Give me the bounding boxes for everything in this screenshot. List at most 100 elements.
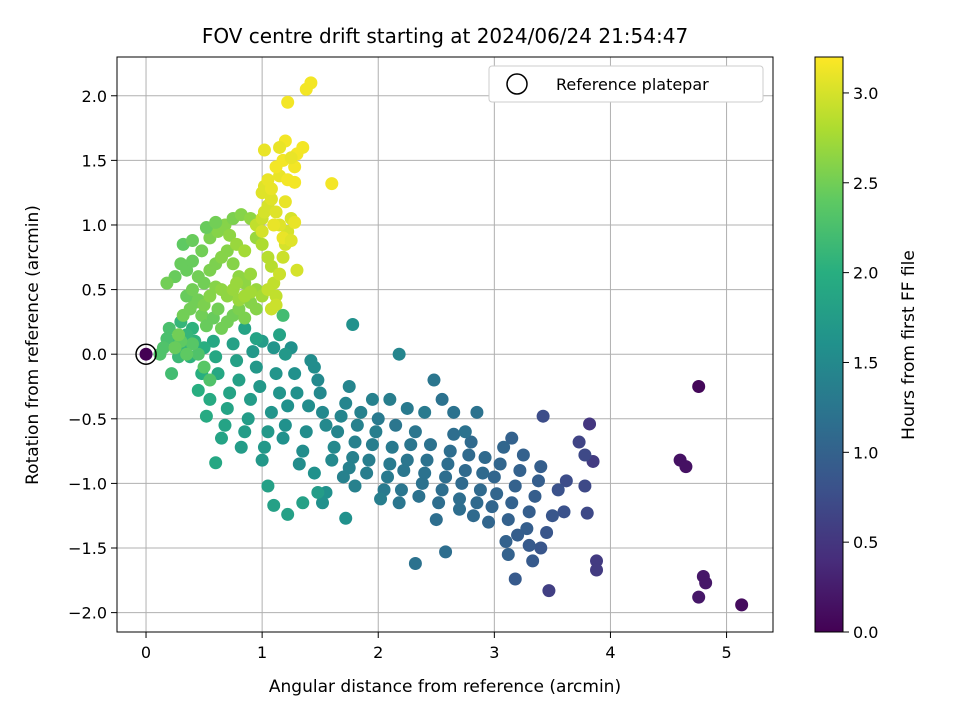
- scatter-point: [276, 308, 290, 322]
- y-axis-ticks: −2.0 −1.5 −1.0 −0.5 0.0 0.5 1.0 1.5 2.0: [68, 87, 117, 623]
- scatter-point: [296, 140, 310, 154]
- scatter-point: [232, 373, 246, 387]
- y-tick-label: −1.0: [68, 474, 107, 493]
- scatter-point: [191, 347, 205, 361]
- scatter-point: [185, 233, 199, 247]
- scatter-point: [522, 538, 536, 552]
- scatter-point: [185, 254, 199, 268]
- plot-area: [116, 56, 774, 633]
- scatter-point: [249, 360, 263, 374]
- scatter-point: [466, 509, 480, 523]
- scatter-point: [269, 367, 283, 381]
- scatter-point: [191, 383, 205, 397]
- scatter-point: [257, 440, 271, 454]
- y-axis-label: Rotation from reference (arcmin): [23, 205, 43, 485]
- scatter-point: [238, 321, 252, 335]
- scatter-point: [735, 598, 749, 612]
- chart-title: FOV centre drift starting at 2024/06/24 …: [202, 24, 688, 48]
- scatter-point: [160, 276, 174, 290]
- scatter-point: [278, 418, 292, 432]
- scatter-point: [269, 289, 283, 303]
- x-axis-label: Angular distance from reference (arcmin): [269, 677, 621, 697]
- scatter-point: [264, 259, 278, 273]
- colorbar-ticks: 0.0 0.5 1.0 1.5 2.0 2.5 3.0: [843, 84, 878, 642]
- scatter-point: [508, 479, 522, 493]
- scatter-point: [206, 334, 220, 348]
- colorbar-tick-label: 1.0: [853, 443, 878, 462]
- scatter-point: [249, 302, 263, 316]
- scatter-point: [346, 317, 360, 331]
- x-tick-label: 4: [605, 643, 615, 662]
- scatter-point: [423, 438, 437, 452]
- scatter-point: [578, 479, 592, 493]
- scatter-point: [441, 457, 455, 471]
- scatter-point: [241, 412, 255, 426]
- scatter-point: [211, 302, 225, 316]
- scatter-point: [447, 427, 461, 441]
- scatter-point: [316, 496, 330, 510]
- scatter-point: [348, 435, 362, 449]
- scatter-point: [505, 431, 519, 445]
- scatter-point: [209, 350, 223, 364]
- scatter-point: [350, 418, 364, 432]
- scatter-point: [557, 505, 571, 519]
- scatter-point: [400, 453, 414, 467]
- scatter-point: [453, 502, 467, 516]
- scatter-point: [400, 401, 414, 415]
- scatter-point: [545, 509, 559, 523]
- scatter-point: [269, 205, 283, 219]
- plot-background: [117, 57, 773, 632]
- scatter-point: [261, 425, 275, 439]
- scatter-point: [534, 460, 548, 474]
- scatter-point: [439, 470, 453, 484]
- scatter-point: [223, 228, 237, 242]
- scatter-point: [264, 405, 278, 419]
- scatter-point: [408, 557, 422, 571]
- scatter-point: [244, 392, 258, 406]
- scatter-point: [385, 440, 399, 454]
- scatter-point: [511, 528, 525, 542]
- scatter-point: [513, 463, 527, 477]
- scatter-point: [360, 466, 374, 480]
- scatter-point: [490, 487, 504, 501]
- scatter-point: [383, 392, 397, 406]
- scatter-point: [299, 425, 313, 439]
- scatter-point: [278, 347, 292, 361]
- scatter-point: [276, 250, 290, 264]
- scatter-point: [331, 425, 345, 439]
- scatter-point: [244, 267, 258, 281]
- scatter-point: [281, 95, 295, 109]
- scatter-point: [473, 483, 487, 497]
- scatter-point: [185, 337, 199, 351]
- scatter-point: [520, 522, 534, 536]
- reference-platepar-marker: [135, 343, 157, 365]
- scatter-point: [462, 448, 476, 462]
- scatter-point: [304, 76, 318, 90]
- scatter-point: [522, 505, 536, 519]
- y-tick-label: −2.0: [68, 604, 107, 623]
- scatter-point: [214, 431, 228, 445]
- y-tick-label: 1.5: [82, 151, 107, 170]
- scatter-point: [415, 476, 429, 490]
- scatter-point: [230, 354, 244, 368]
- legend-entry-reference-platepar: Reference platepar: [556, 75, 709, 94]
- y-tick-label: 0.0: [82, 345, 107, 364]
- x-tick-label: 1: [257, 643, 267, 662]
- scatter-point: [273, 386, 287, 400]
- scatter-point: [493, 457, 507, 471]
- scatter-point: [572, 435, 586, 449]
- y-tick-label: −0.5: [68, 410, 107, 429]
- scatter-point: [464, 435, 478, 449]
- scatter-point: [281, 399, 295, 413]
- scatter-point: [420, 453, 434, 467]
- scatter-point: [578, 448, 592, 462]
- scatter-point: [389, 418, 403, 432]
- scatter-point: [412, 489, 426, 503]
- x-tick-label: 3: [489, 643, 499, 662]
- scatter-point: [499, 535, 513, 549]
- scatter-point: [246, 345, 260, 359]
- colorbar-label: Hours from first FF file: [899, 250, 919, 440]
- scatter-point: [447, 405, 461, 419]
- scatter-point: [334, 409, 348, 423]
- scatter-point: [244, 285, 258, 299]
